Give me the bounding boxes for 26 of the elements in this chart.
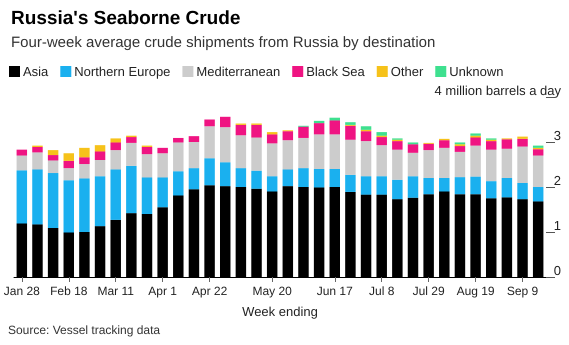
legend-label: Other: [390, 64, 424, 79]
x-tick-label: Sep 9: [506, 284, 539, 298]
x-tick-label: Feb 18: [50, 284, 88, 298]
y-tick-label: 4 million barrels a day: [434, 83, 562, 98]
y-tick-label: 2: [554, 173, 561, 188]
y-tick-label: 3: [554, 128, 561, 143]
chart-title: Russia's Seaborne Crude: [11, 8, 240, 29]
x-tick-label: Apr 1: [148, 284, 178, 298]
legend-label: Unknown: [449, 64, 504, 79]
y-tick-label: 0: [554, 263, 561, 278]
legend-label: Northern Europe: [74, 64, 170, 79]
x-tick-label: Jun 17: [316, 284, 354, 298]
x-tick-label: Jan 28: [4, 284, 40, 298]
x-tick-label: Aug 19: [456, 284, 495, 298]
legend-label: Asia: [23, 64, 50, 79]
x-tick-label: Jul 8: [369, 284, 395, 298]
chart-subtitle: Four-week average crude shipments from Russia by destination: [11, 34, 436, 51]
y-tick-label: 1: [554, 218, 561, 233]
legend-label: Black Sea: [306, 64, 366, 79]
source-note: Source: Vessel tracking data: [8, 323, 160, 337]
legend-label: Mediterranean: [196, 64, 280, 79]
x-tick-label: Apr 22: [192, 284, 228, 298]
x-tick-label: May 20: [252, 284, 292, 298]
x-tick-label: Jul 29: [412, 284, 445, 298]
x-tick-label: Mar 11: [97, 284, 134, 298]
x-axis-title: Week ending: [242, 304, 318, 319]
